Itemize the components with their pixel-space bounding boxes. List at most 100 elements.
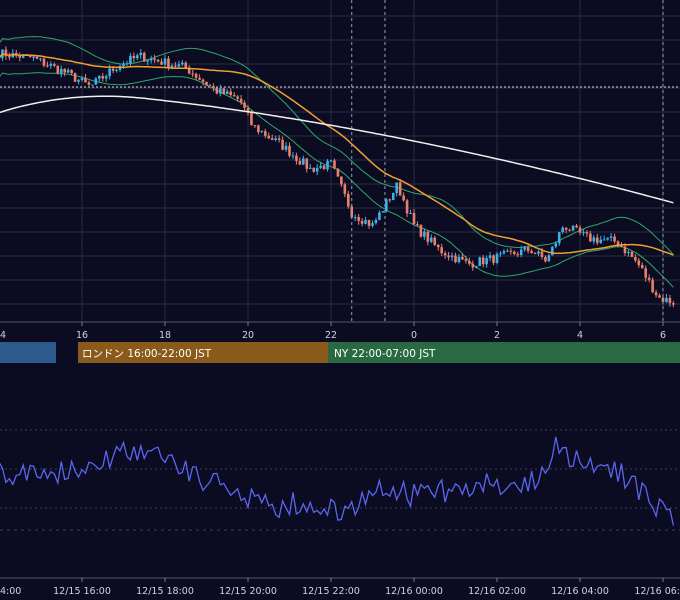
candle-body [429,237,433,242]
candle-body [551,246,554,256]
candle-body [585,232,589,234]
candle-body [232,95,236,97]
candle-body [59,68,63,74]
candle-body [174,65,177,67]
candle-body [388,199,392,201]
candle-body [246,108,250,113]
candle-body [661,297,665,302]
candle-body [519,249,523,256]
candle-body [381,211,385,213]
main-tick-label: 20 [242,330,254,341]
candle-body [322,165,326,170]
candle-body [582,232,585,234]
candle-body [4,49,8,57]
candle-body [111,68,115,71]
candle-body [385,199,388,212]
candles [0,46,675,308]
candle-body [499,253,502,255]
candle-body [595,237,599,243]
candle-body [163,58,167,65]
candle-body [644,268,648,278]
candle-body [184,62,188,68]
osc-tick-label: 4:00 [0,586,21,597]
candle-body [554,243,558,247]
oscillator-line [0,436,675,526]
candle-body [391,193,395,201]
candle-body [142,52,146,62]
candle-body [357,217,360,221]
candle-body [253,125,257,127]
oscillator-grid [0,429,680,531]
candle-body [42,58,46,66]
candle-body [21,54,25,58]
candle-body [457,256,461,263]
candle-body [468,260,471,264]
candle-body [73,73,77,82]
candle-body [616,241,620,246]
candle-body [205,81,208,86]
candle-body [492,255,495,263]
candle-body [336,168,340,177]
candle-body [222,88,226,95]
candle-body [243,102,246,109]
bollinger-upper [0,36,674,255]
main-grid [0,0,680,322]
candle-body [187,67,191,74]
candle-body [426,231,430,242]
candle-body [236,96,239,99]
candle-body [509,250,513,252]
candle-body [263,131,267,136]
candle-body [281,139,284,150]
candle-body [250,112,253,126]
candle-body [104,76,108,79]
oscillator [0,436,675,526]
candle-body [115,69,118,71]
candle-body [66,69,70,73]
osc-tick-label: 12/15 22:00 [302,586,360,597]
candle-body [56,65,60,74]
candle-body [167,58,170,68]
session-london-label: ロンドン 16:00-22:00 JST [82,348,212,360]
candle-body [53,64,56,66]
candle-body [378,212,381,220]
candle-body [606,237,609,240]
candle-body [530,251,533,254]
candle-body [516,254,520,256]
candle-body [495,253,499,263]
candle-body [308,167,312,169]
candle-body [371,223,374,226]
candle-body [257,125,260,133]
candle-body [544,256,547,262]
candle-body [80,78,84,80]
candle-body [129,55,132,64]
candle-body [208,85,212,87]
candle-body [35,56,39,59]
candle-body [526,247,530,252]
candle-body [433,237,437,245]
candle-body [578,227,582,233]
candle-body [70,69,73,74]
candle-body [360,220,364,224]
candle-body [443,253,447,256]
candle-body [575,225,578,228]
candle-body [419,224,423,237]
osc-tick-label: 12/15 16:00 [53,586,111,597]
candle-body [630,251,634,258]
session-ny-label: NY 22:00-07:00 JST [334,348,436,360]
candle-body [274,138,277,140]
candle-body [374,219,378,224]
candle-body [402,195,405,201]
candle-body [94,78,98,85]
candle-body [91,84,94,86]
candle-body [353,217,357,219]
candle-body [212,86,215,88]
candle-body [125,63,129,65]
candle-body [215,87,219,94]
candle-body [561,227,565,233]
candle-body [170,65,174,68]
candle-body [298,160,302,165]
main-tick-label: 0 [411,330,417,341]
candle-body [132,55,136,59]
candle-body [39,58,42,60]
candle-body [288,145,291,156]
